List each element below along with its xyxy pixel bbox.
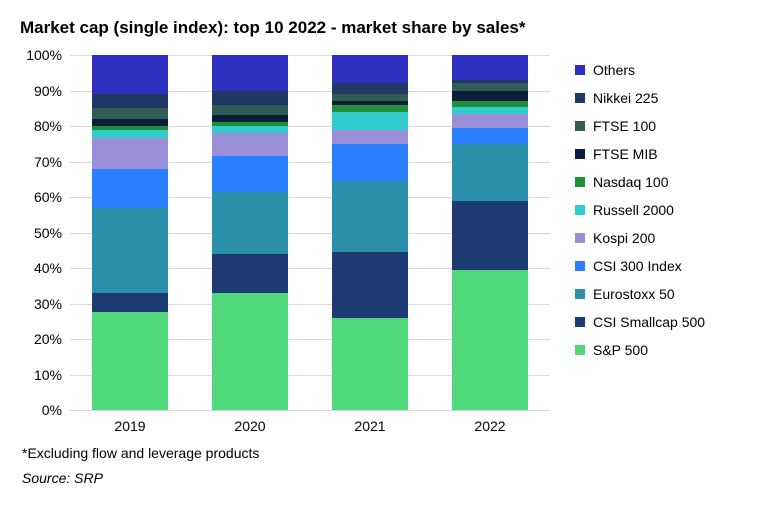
y-tick-label: 40%	[34, 260, 70, 276]
footnote: *Excluding flow and leverage products	[22, 445, 259, 461]
legend-item: CSI Smallcap 500	[575, 314, 750, 330]
legend: Others Nikkei 225 FTSE 100 FTSE MIB Nasdaq 1…	[575, 62, 750, 370]
y-tick-label: 30%	[34, 296, 70, 312]
legend-label: S&P 500	[593, 342, 648, 358]
y-tick-label: 80%	[34, 118, 70, 134]
bar-segment	[452, 107, 528, 114]
legend-label: Russell 2000	[593, 202, 674, 218]
plot-area: 0%10%20%30%40%50%60%70%80%90%100% 201920…	[70, 55, 550, 410]
chart-title: Market cap (single index): top 10 2022 -…	[20, 18, 747, 38]
x-tick-label: 2021	[310, 418, 430, 434]
bar-segment	[212, 115, 288, 122]
bar-segment	[332, 252, 408, 318]
legend-label: Others	[593, 62, 635, 78]
legend-swatch	[575, 93, 585, 103]
legend-label: Nasdaq 100	[593, 174, 669, 190]
y-tick-label: 0%	[42, 402, 70, 418]
legend-label: Nikkei 225	[593, 90, 658, 106]
bar-segment	[212, 55, 288, 91]
bar-segment	[92, 119, 168, 126]
bar-segment	[452, 91, 528, 102]
bar-segment	[92, 138, 168, 168]
legend-label: FTSE MIB	[593, 146, 658, 162]
chart-container: Market cap (single index): top 10 2022 -…	[0, 0, 767, 505]
legend-label: FTSE 100	[593, 118, 656, 134]
bar-segment	[332, 83, 408, 94]
legend-label: Kospi 200	[593, 230, 655, 246]
bar-segment	[452, 201, 528, 270]
legend-swatch	[575, 121, 585, 131]
x-tick-label: 2022	[430, 418, 550, 434]
bar-segment	[452, 128, 528, 144]
legend-label: Eurostoxx 50	[593, 286, 675, 302]
bar-segment	[92, 108, 168, 119]
y-tick-label: 20%	[34, 331, 70, 347]
y-tick-label: 60%	[34, 189, 70, 205]
bar-segment	[212, 293, 288, 410]
bar-segment	[92, 312, 168, 410]
bar-segment	[92, 55, 168, 94]
y-tick-label: 90%	[34, 83, 70, 99]
bars-group	[70, 55, 550, 410]
legend-item: Nikkei 225	[575, 90, 750, 106]
bar-segment	[212, 133, 288, 156]
legend-label: CSI Smallcap 500	[593, 314, 705, 330]
bar-segment	[452, 83, 528, 90]
bar-column	[332, 55, 408, 410]
bar-segment	[212, 91, 288, 105]
legend-swatch	[575, 261, 585, 271]
legend-swatch	[575, 233, 585, 243]
bar-segment	[332, 144, 408, 181]
bar-segment	[212, 126, 288, 133]
legend-item: FTSE MIB	[575, 146, 750, 162]
legend-label: CSI 300 Index	[593, 258, 682, 274]
legend-item: Others	[575, 62, 750, 78]
bar-segment	[212, 192, 288, 254]
bar-segment	[332, 105, 408, 112]
legend-swatch	[575, 177, 585, 187]
legend-item: FTSE 100	[575, 118, 750, 134]
bar-segment	[92, 293, 168, 313]
legend-swatch	[575, 289, 585, 299]
legend-item: Kospi 200	[575, 230, 750, 246]
bar-segment	[452, 270, 528, 410]
x-tick-label: 2020	[190, 418, 310, 434]
bar-column	[452, 55, 528, 410]
legend-item: CSI 300 Index	[575, 258, 750, 274]
bar-column	[92, 55, 168, 410]
bar-segment	[452, 114, 528, 128]
legend-swatch	[575, 65, 585, 75]
bar-segment	[92, 169, 168, 208]
bar-segment	[92, 94, 168, 108]
y-tick-label: 50%	[34, 225, 70, 241]
legend-item: Nasdaq 100	[575, 174, 750, 190]
bar-segment	[452, 55, 528, 80]
bar-segment	[332, 130, 408, 144]
bar-segment	[212, 156, 288, 192]
bar-segment	[332, 112, 408, 130]
bar-segment	[332, 55, 408, 83]
legend-item: Eurostoxx 50	[575, 286, 750, 302]
bar-segment	[92, 208, 168, 293]
legend-swatch	[575, 345, 585, 355]
legend-swatch	[575, 205, 585, 215]
bar-segment	[332, 94, 408, 101]
y-tick-label: 70%	[34, 154, 70, 170]
bar-segment	[332, 181, 408, 252]
x-axis-labels: 2019202020212022	[70, 410, 550, 434]
legend-swatch	[575, 149, 585, 159]
bar-segment	[212, 105, 288, 116]
bar-column	[212, 55, 288, 410]
bar-segment	[212, 254, 288, 293]
bar-segment	[332, 318, 408, 410]
x-tick-label: 2019	[70, 418, 190, 434]
y-tick-label: 10%	[34, 367, 70, 383]
bar-segment	[92, 130, 168, 139]
legend-item: Russell 2000	[575, 202, 750, 218]
bar-segment	[452, 144, 528, 201]
legend-swatch	[575, 317, 585, 327]
source-label: Source: SRP	[22, 470, 103, 486]
legend-item: S&P 500	[575, 342, 750, 358]
y-tick-label: 100%	[26, 47, 70, 63]
